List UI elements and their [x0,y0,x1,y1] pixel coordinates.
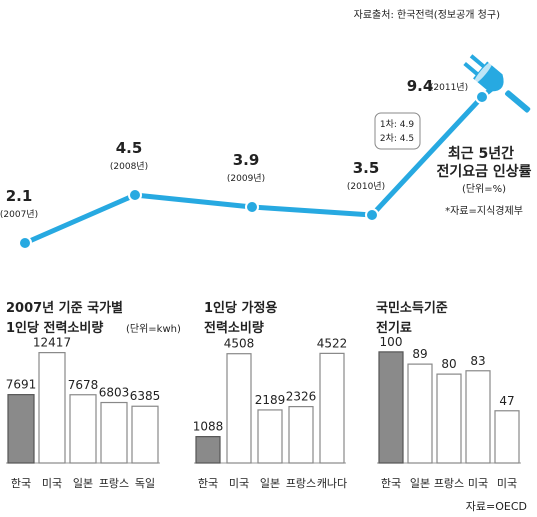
bar-chart-1-value-4: 4522 [317,336,348,350]
line-chart-title-line2: 전기요금 인상률 [436,163,531,180]
bar-chart-1-bar-2 [257,409,283,464]
bar-chart-2-value-0: 100 [380,335,403,349]
bar-chart-0-unit: (단위=kwh) [126,322,181,335]
line-point-4 [475,90,489,104]
line-chart-title-line1: 최근 5년간 [448,145,514,162]
bar-chart-2-category-0: 한국 [381,477,401,490]
footer-source-text: 자료=OECD [466,500,527,513]
bar-chart-0-category-2: 일본 [73,476,93,490]
line-value-label-4: 9.4 [407,77,434,95]
bar-chart-1-category-1: 미국 [229,477,249,490]
line-value-label-1: 4.5 [116,139,143,157]
bar-chart-1-bar-1 [226,353,252,464]
bar-chart-2-category-1: 일본 [410,476,430,490]
breakdown-second: 2차: 4.5 [380,132,414,144]
bar-chart-0-bar-1 [38,352,66,464]
bar-chart-0-title-line1: 2007년 기준 국가별 [6,300,123,316]
line-point-0 [18,236,32,250]
line-x-label-2: (2009년) [227,173,265,184]
line-value-label-3: 3.5 [353,159,380,177]
bar-chart-0-category-4: 독일 [135,476,155,490]
bar-chart-2-bar-2 [436,373,462,464]
bar-chart-0-title-line2: 1인당 전력소비량 [6,320,103,336]
bar-chart-0-value-2: 7678 [68,378,99,392]
bar-chart-2-bar-4 [494,410,520,464]
bar-chart-1-category-0: 한국 [198,477,218,490]
line-point-1 [128,188,142,202]
bar-chart-2-value-1: 89 [412,347,427,361]
bar-chart-0-value-3: 6803 [99,386,130,400]
bar-chart-0-category-0: 한국 [11,477,31,490]
breakdown-first: 1차: 4.9 [380,118,414,130]
bar-chart-1-value-3: 2326 [286,390,317,404]
bar-chart-0-value-4: 6385 [130,389,161,403]
bar-chart-0-value-0: 7691 [6,378,37,392]
bar-chart-2-category-2: 프랑스 [434,477,464,490]
bar-chart-2-value-2: 80 [441,357,456,371]
rate-series-line [22,79,503,246]
bar-chart-2-title-line1: 국민소득기준 [376,300,448,316]
bar-chart-2-category-3: 미국 [468,477,488,490]
rate-breakdown-callout: 1차: 4.9 2차: 4.5 [374,112,421,150]
rate-increase-line-chart: 2.1 (2007년) 4.5 (2008년) 3.9 (2009년) 3.5 (2010년)… [0,54,532,250]
bar-chart-1-bar-4 [319,352,345,464]
bar-chart-1-category-2: 일본 [260,476,280,490]
bar-chart-1-value-1: 4508 [224,337,255,351]
electric-plug-icon [463,54,531,113]
bar-chart-1-value-2: 2189 [255,393,286,407]
bar-chart-0-bar-2 [69,394,97,464]
bar-chart-1-title-line1: 1인당 가정용 [204,300,277,316]
bar-chart-0-category-1: 미국 [42,477,62,490]
line-value-label-0: 2.1 [6,187,33,205]
per-capita-consumption-bar-chart: 2007년 기준 국가별 1인당 전력소비량 (단위=kwh) 7691 한국 12417… [6,300,181,490]
bar-chart-2-bar-1 [407,363,433,464]
bar-chart-2-value-4: 47 [499,394,514,408]
bar-chart-0-bar-3 [100,401,128,464]
line-x-label-4: (2011년) [430,82,468,93]
line-x-label-3: (2010년) [347,181,385,192]
bar-chart-2-bar-3 [465,370,491,464]
line-x-label-0: (2007년) [0,209,38,220]
bar-chart-1-category-3: 프랑스 [286,477,316,490]
bar-chart-2-title-line2: 전기료 [376,320,412,336]
line-value-label-2: 3.9 [233,151,260,169]
bar-chart-0-bar-4 [131,405,159,464]
bar-chart-1-category-4: 캐나다 [317,477,347,490]
line-point-2 [245,200,259,214]
bar-chart-1-value-0: 1088 [193,420,224,434]
bar-chart-1-bar-3 [288,406,314,464]
bar-chart-2-value-3: 83 [470,354,485,368]
line-x-label-1: (2008년) [110,161,148,172]
bar-chart-2-bar-0 [378,351,404,464]
bar-chart-0-bar-0 [7,394,35,464]
line-chart-unit: (단위=%) [462,182,506,195]
top-source-text: 자료출처: 한국전력(정보공개 청구) [354,9,500,21]
line-point-3 [365,208,379,222]
line-chart-source: *자료=지식경제부 [445,204,523,217]
bar-chart-2-category-4: 미국 [497,477,517,490]
bar-chart-0-category-3: 프랑스 [99,477,129,490]
bar-chart-0-value-1: 12417 [33,336,71,350]
bar-chart-1-bar-0 [195,436,221,464]
bar-chart-1-title-line2: 전력소비량 [204,320,264,336]
